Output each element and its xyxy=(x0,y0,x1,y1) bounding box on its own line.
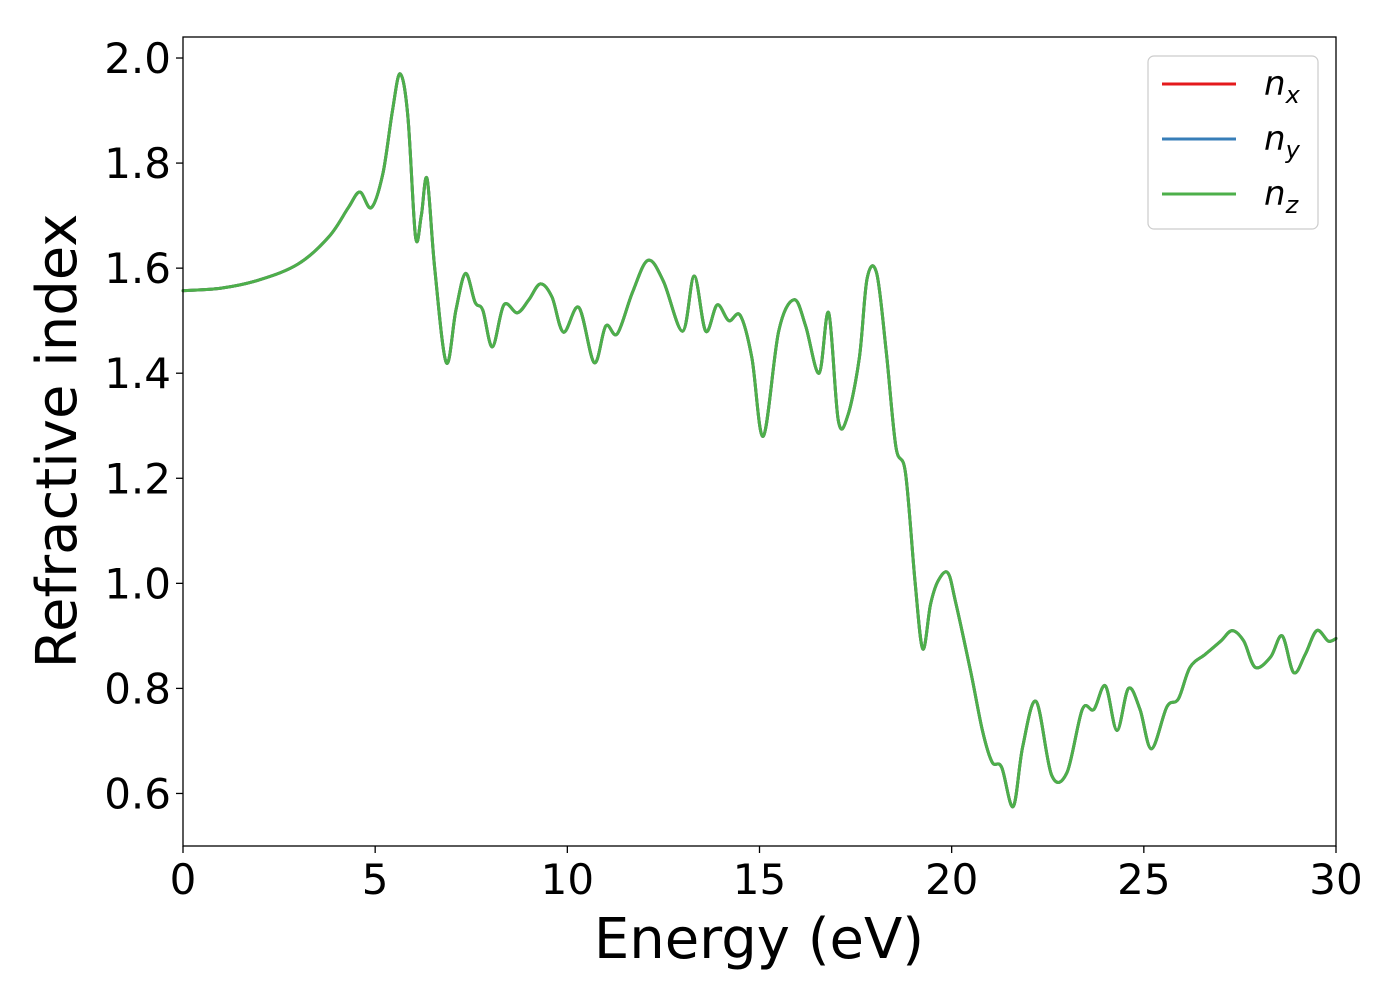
legend-subscript: y xyxy=(1285,136,1301,164)
y-tick-label: 0.6 xyxy=(104,769,171,818)
x-axis-ticks: 0 5 10 15 20 25 30 xyxy=(170,846,1363,904)
legend-subscript: z xyxy=(1285,191,1300,219)
y-tick-label: 1.8 xyxy=(104,139,171,188)
x-tick-label: 10 xyxy=(541,855,594,904)
x-tick-label: 30 xyxy=(1309,855,1362,904)
y-axis-ticks: 0.6 0.8 1.0 1.2 1.4 1.6 1.8 2.0 xyxy=(104,34,183,818)
y-tick-label: 1.6 xyxy=(104,244,171,293)
x-tick-label: 0 xyxy=(170,855,197,904)
y-tick-label: 2.0 xyxy=(104,34,171,83)
x-tick-label: 5 xyxy=(362,855,389,904)
x-tick-label: 25 xyxy=(1117,855,1170,904)
y-tick-label: 0.8 xyxy=(104,664,171,713)
x-tick-label: 15 xyxy=(733,855,786,904)
y-axis-label: Refractive index xyxy=(25,214,90,669)
y-tick-label: 1.2 xyxy=(104,454,171,503)
series-layer xyxy=(181,72,1338,809)
y-tick-label: 1.0 xyxy=(104,559,171,608)
legend-subscript: x xyxy=(1285,81,1301,109)
x-axis-label: Energy (eV) xyxy=(594,907,924,972)
x-tick-label: 20 xyxy=(925,855,978,904)
y-tick-label: 1.4 xyxy=(104,349,171,398)
legend-box xyxy=(1147,55,1319,230)
series-line-z xyxy=(181,72,1338,809)
